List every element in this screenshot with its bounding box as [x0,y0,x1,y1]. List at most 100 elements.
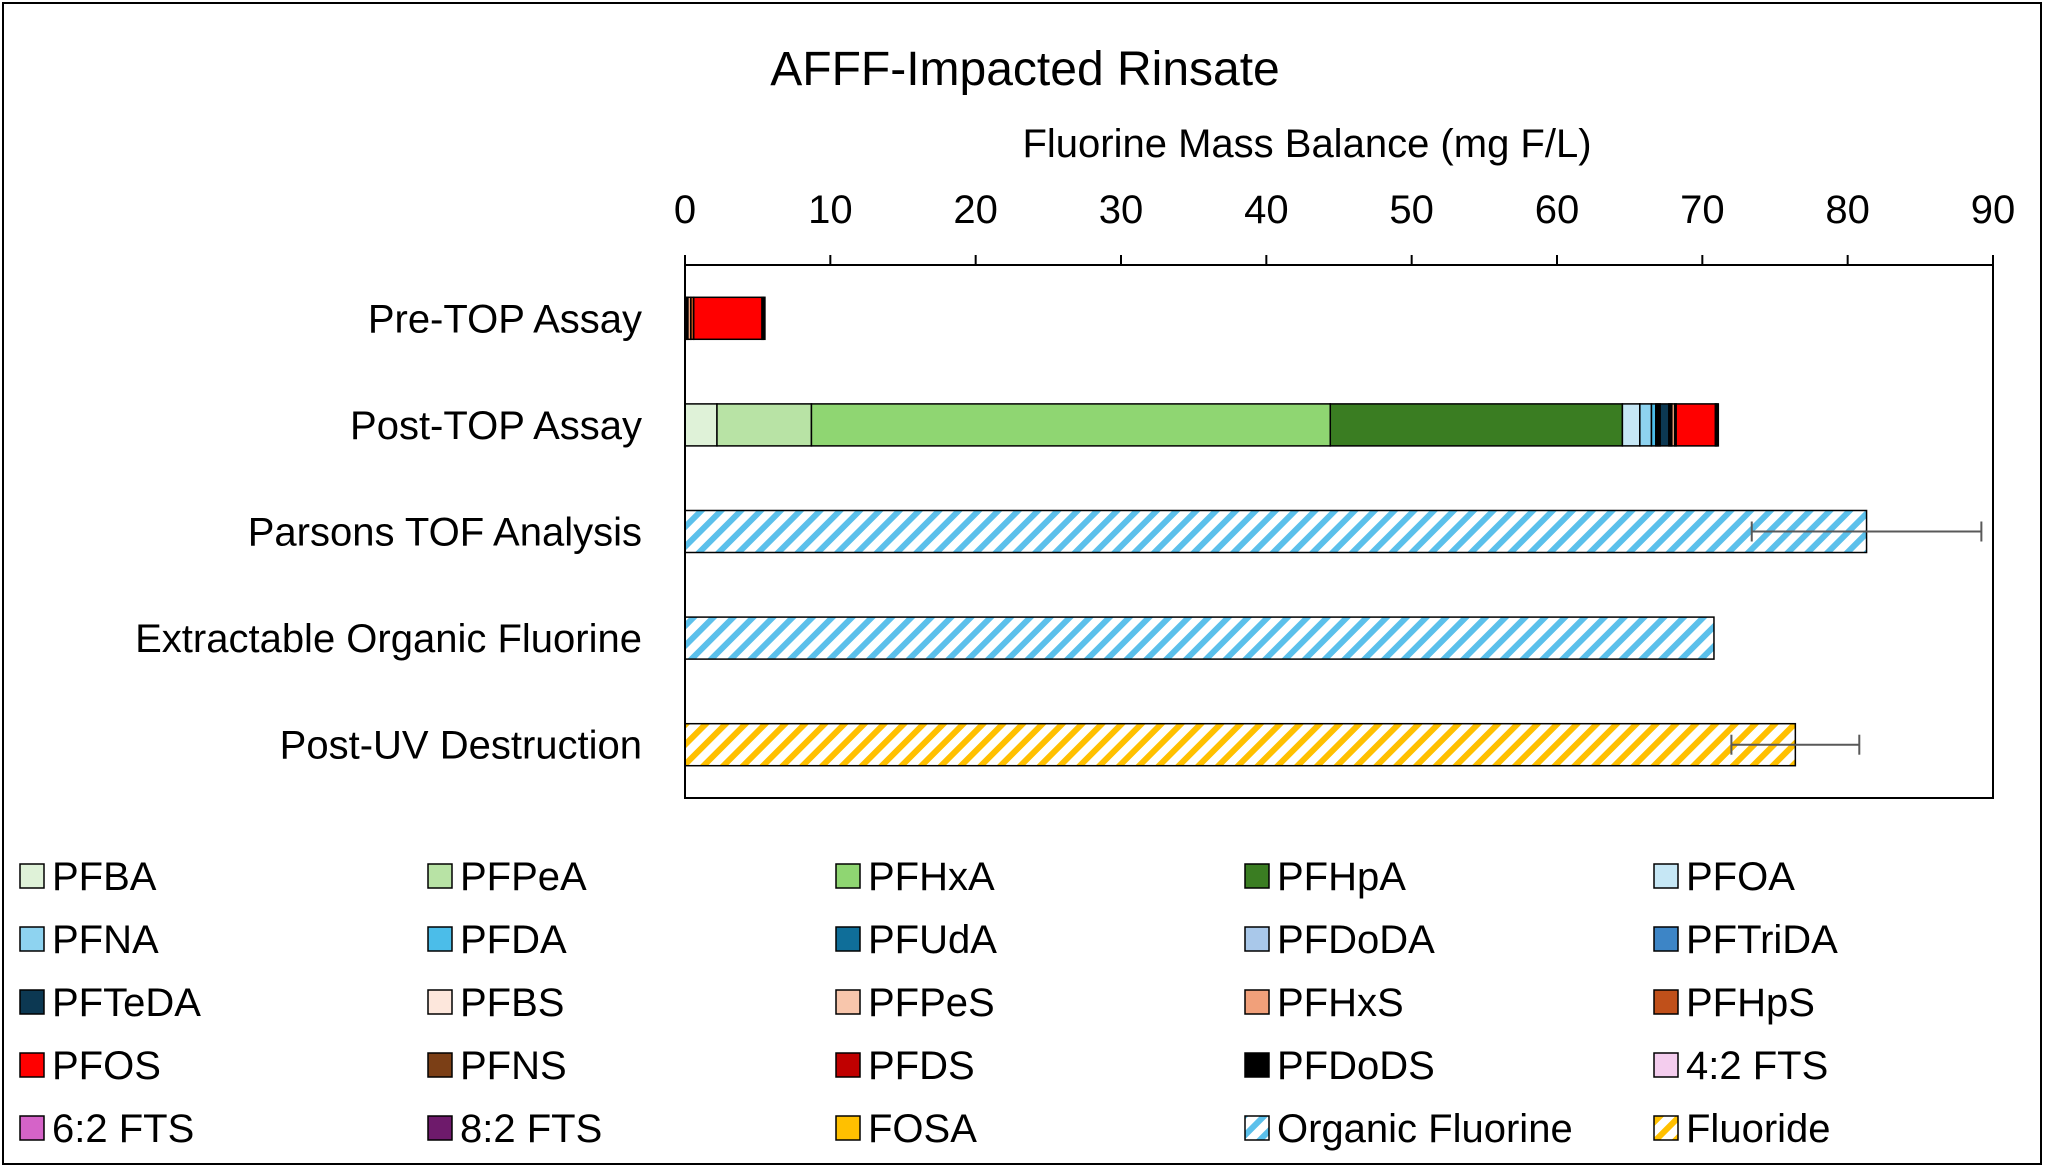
x-tick-label: 40 [1244,188,1289,232]
plot-area [684,264,1994,799]
x-tick-label: 10 [808,188,853,232]
legend-item-pfhpa: PFHpA [1244,855,1406,899]
error-bar-post-uv-destruction [1730,734,1861,755]
legend-label: PFDA [460,918,567,962]
legend-swatch [1244,1052,1270,1078]
legend-swatch [835,1052,861,1078]
x-tick-label: 20 [953,188,998,232]
legend-item-pfdoda: PFDoDA [1244,918,1435,962]
legend-item-pfdods: PFDoDS [1244,1044,1435,1088]
legend-swatch [427,926,453,952]
legend-swatch [1244,926,1270,952]
legend-label: PFTriDA [1686,918,1838,962]
bar-segment-extractable-organic-fluorine-organic-fluorine [684,616,1715,660]
legend-item-pfoa: PFOA [1653,855,1795,899]
legend-label: PFHpA [1277,855,1406,899]
legend-item-pfna: PFNA [19,918,159,962]
legend-item-pfuda: PFUdA [835,918,997,962]
legend-swatch [19,863,45,889]
legend-swatch [835,989,861,1015]
legend-item-pfba: PFBA [19,855,157,899]
legend-label: Organic Fluorine [1277,1107,1573,1151]
legend-item-fluoride: Fluoride [1653,1107,1831,1151]
legend-swatch [835,926,861,952]
legend-item-pfhps: PFHpS [1653,981,1815,1025]
legend-swatch [427,863,453,889]
legend-label: PFNS [460,1044,567,1088]
legend-label: PFOA [1686,855,1795,899]
legend-label: FOSA [868,1107,977,1151]
legend-item-fosa: FOSA [835,1107,977,1151]
category-label-post-top-assay: Post-TOP Assay [350,404,642,448]
legend-item-pftrida: PFTriDA [1653,918,1838,962]
legend-label: 8:2 FTS [460,1107,602,1151]
error-bar-parsons-tof-analysis [1750,521,1983,542]
chart-title: AFFF-Impacted Rinsate [770,43,1279,96]
x-tick-label: 50 [1389,188,1434,232]
legend-swatch [835,863,861,889]
legend-label: PFPeA [460,855,587,899]
legend-item-pfhxs: PFHxS [1244,981,1404,1025]
legend-item-pfpea: PFPeA [427,855,587,899]
x-tick-label: 30 [1099,188,1144,232]
legend-label: PFNA [52,918,159,962]
x-tick-label: 60 [1535,188,1580,232]
legend-item-8-2-fts: 8:2 FTS [427,1107,602,1151]
legend-label: 6:2 FTS [52,1107,194,1151]
legend-swatch [427,1115,453,1141]
x-axis-label: Fluorine Mass Balance (mg F/L) [1022,122,1591,166]
bar-segment-post-top-assay-pfba [684,403,718,447]
bar-segment-post-top-assay-pfhpa [1329,403,1624,447]
legend-label: PFBS [460,981,564,1025]
bar-segment-post-uv-destruction-fluoride [684,722,1797,767]
legend-swatch [1653,989,1679,1015]
legend-label: PFPeS [868,981,995,1025]
x-tick-label: 90 [1971,188,2016,232]
legend-item-pfpes: PFPeS [835,981,995,1025]
legend-label: 4:2 FTS [1686,1044,1828,1088]
legend-item-4-2-fts: 4:2 FTS [1653,1044,1828,1088]
bar-segment-post-top-assay-pfpea [716,403,813,447]
legend-label: PFUdA [868,918,997,962]
legend-swatch [19,1115,45,1141]
bar-segment-post-top-assay-pfds [1716,403,1720,447]
bar-segment-pre-top-assay-pfos [692,296,763,341]
legend-swatch [19,1052,45,1078]
x-tick-label: 0 [674,188,696,232]
category-label-parsons-tof-analysis: Parsons TOF Analysis [248,511,642,555]
legend-swatch [1244,863,1270,889]
bar-segment-post-top-assay-pfoa [1621,403,1641,447]
legend-swatch [427,1052,453,1078]
legend-label: PFHpS [1686,981,1815,1025]
legend-swatch [1653,1052,1679,1078]
x-tick-label: 80 [1825,188,1870,232]
x-tick-label: 70 [1680,188,1725,232]
legend-item-pfteda: PFTeDA [19,981,201,1025]
legend-swatch [1653,863,1679,889]
bars-layer [684,296,1868,767]
legend-label: PFHxA [868,855,995,899]
legend-item-pfds: PFDS [835,1044,975,1088]
bar-segment-post-top-assay-pfhxa [810,403,1332,447]
legend: PFBA PFPeA PFHxA PFHpA PFOA PFNA PFDA PFUdA PFDo… [19,855,1838,1151]
legend-swatch [1653,926,1679,952]
legend-swatch [1244,1115,1270,1141]
legend-swatch [19,926,45,952]
legend-item-pfda: PFDA [427,918,567,962]
legend-swatch [1653,1115,1679,1141]
category-label-pre-top-assay: Pre-TOP Assay [368,297,642,341]
legend-swatch [19,989,45,1015]
bar-segment-post-top-assay-pfteda [1659,403,1670,447]
legend-swatch [1244,989,1270,1015]
legend-label: PFOS [52,1044,161,1088]
legend-label: PFDS [868,1044,975,1088]
category-label-extractable-organic-fluorine: Extractable Organic Fluorine [135,617,642,661]
legend-item-organic-fluorine: Organic Fluorine [1244,1107,1573,1151]
error-bars-layer [1730,521,1983,755]
bar-segment-parsons-tof-analysis-organic-fluorine [684,509,1868,554]
category-labels: Pre-TOP Assay Post-TOP Assay Parsons TOF A… [135,297,642,767]
legend-swatch [427,989,453,1015]
x-axis-ticks: 0 10 20 30 40 50 60 70 80 90 [674,188,2015,265]
